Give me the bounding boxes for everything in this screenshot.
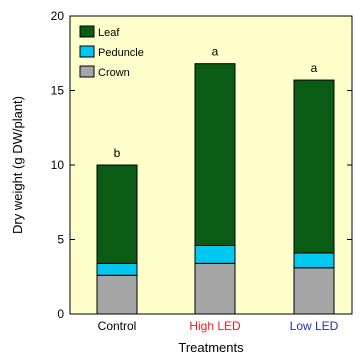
legend-swatch-peduncle [79, 45, 95, 58]
bar-segment-peduncle-2 [194, 244, 236, 264]
significance-letter: a [311, 61, 318, 75]
legend-swatch-leaf [79, 25, 95, 38]
bar-segment-crown-2 [194, 262, 236, 315]
legend-label-crown: Crown [98, 67, 130, 79]
y-axis-label: Dry weight (g DW/plant) [10, 96, 25, 234]
bar-segment-leaf-3 [293, 79, 335, 254]
legend: Leaf Peduncle Crown [79, 25, 144, 79]
legend-swatch-crown [79, 65, 95, 78]
bars-group [96, 63, 335, 315]
legend-label-peduncle: Peduncle [98, 47, 144, 59]
x-tick-label: Low LED [290, 319, 339, 333]
bar-segment-peduncle-1 [96, 262, 138, 276]
y-tick-label: 0 [57, 307, 64, 321]
x-tick-label: Control [98, 319, 137, 333]
significance-letters: b a a [114, 45, 318, 160]
y-tick-label: 15 [51, 84, 65, 98]
x-axis-label: Treatments [178, 340, 244, 354]
y-tick-label: 10 [51, 158, 65, 172]
x-tick-label: High LED [189, 319, 241, 333]
bar-segment-crown-1 [96, 274, 138, 315]
legend-label-leaf: Leaf [98, 27, 120, 39]
bar-segment-leaf-2 [194, 63, 236, 246]
bar-segment-crown-3 [293, 267, 335, 315]
significance-letter: a [212, 45, 219, 59]
y-tick-label: 5 [57, 233, 64, 247]
y-tick-label: 20 [51, 9, 65, 23]
axes-group: 0 5 10 15 20 Control High LED Low LED [51, 9, 353, 333]
significance-letter: b [114, 146, 121, 160]
bar-segment-peduncle-3 [293, 252, 335, 269]
bar-segment-leaf-1 [96, 164, 138, 264]
